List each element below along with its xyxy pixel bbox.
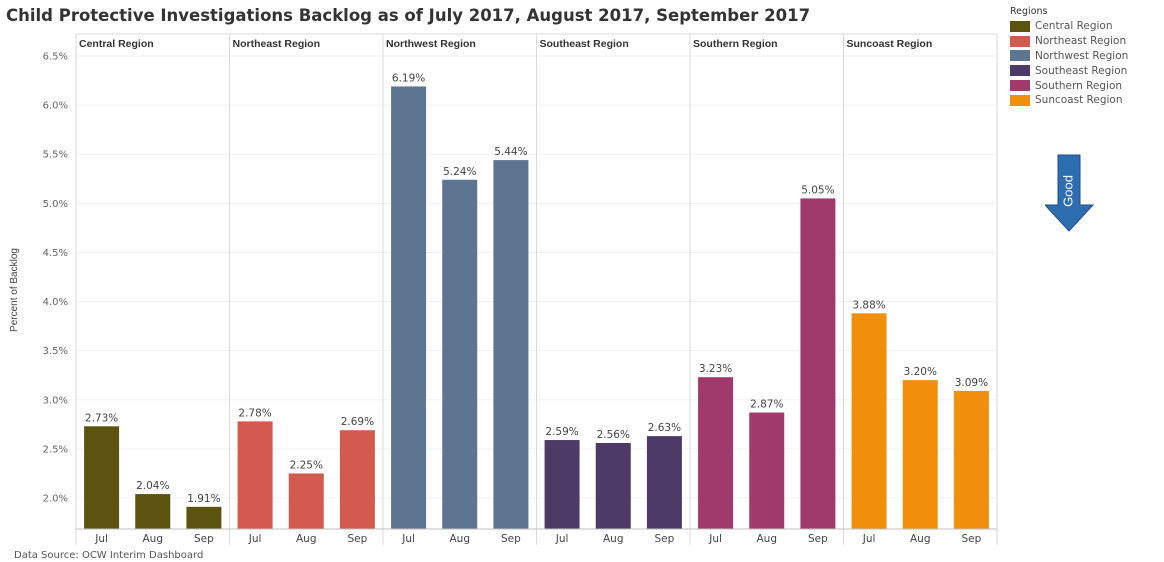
y-tick-label: 5.0% bbox=[43, 199, 68, 210]
data-label: 5.24% bbox=[443, 166, 476, 178]
legend-item: Southeast Region bbox=[1010, 63, 1128, 78]
bar-chart: 2.0% 2.5% 3.0% 3.5% 4.0% 4.5% 5.0% 5.5% 6.0% 6.5%… bbox=[9, 33, 998, 545]
legend-label: Southeast Region bbox=[1035, 64, 1128, 77]
x-tick-label: Jul bbox=[248, 533, 262, 545]
panel-header: Northwest Region bbox=[386, 38, 476, 50]
legend-label: Southern Region bbox=[1035, 79, 1123, 92]
panel-header: Central Region bbox=[79, 38, 154, 50]
x-tick-label: Jul bbox=[555, 533, 569, 545]
x-tick-label: Sep bbox=[808, 533, 828, 545]
legend-swatch bbox=[1010, 94, 1030, 106]
good-label: Good bbox=[1060, 175, 1075, 207]
bar bbox=[442, 179, 478, 529]
legend-item: Southern Region bbox=[1010, 78, 1128, 93]
data-source: Data Source: OCW Interim Dashboard bbox=[14, 550, 204, 561]
x-tick-label: Sep bbox=[348, 533, 368, 545]
bar bbox=[186, 506, 222, 529]
legend-swatch bbox=[1010, 20, 1030, 32]
x-tick-label: Sep bbox=[501, 533, 521, 545]
bar bbox=[953, 390, 989, 529]
data-label: 1.91% bbox=[187, 493, 220, 505]
legend-label: Northeast Region bbox=[1035, 35, 1127, 48]
y-tick-label: 5.5% bbox=[43, 150, 68, 161]
x-tick-label: Sep bbox=[655, 533, 675, 545]
x-tick-label: Sep bbox=[962, 533, 982, 545]
legend-swatch bbox=[1010, 65, 1030, 77]
chart-title: Child Protective Investigations Backlog … bbox=[6, 6, 811, 25]
y-tick-label: 6.0% bbox=[43, 101, 68, 112]
data-label: 2.69% bbox=[341, 416, 374, 428]
data-label: 2.87% bbox=[750, 399, 783, 411]
y-tick-label: 4.5% bbox=[43, 248, 68, 259]
bar bbox=[698, 377, 734, 529]
bar bbox=[288, 473, 324, 529]
x-tick-label: Jul bbox=[862, 533, 876, 545]
x-tick-label: Aug bbox=[142, 533, 163, 545]
y-tick-label: 3.5% bbox=[43, 346, 68, 357]
x-tick-label: Aug bbox=[756, 533, 777, 545]
x-tick-label: Aug bbox=[910, 533, 931, 545]
bar bbox=[851, 313, 887, 529]
bar bbox=[800, 198, 836, 529]
panel-header: Southern Region bbox=[693, 38, 778, 50]
data-label: 2.59% bbox=[545, 426, 578, 438]
bar bbox=[595, 442, 631, 529]
data-label: 2.56% bbox=[597, 429, 630, 441]
data-label: 2.78% bbox=[238, 407, 271, 419]
x-tick-label: Aug bbox=[603, 533, 624, 545]
legend: Regions Central Region Northeast Region No… bbox=[1010, 6, 1128, 108]
y-tick-label: 3.0% bbox=[43, 395, 68, 406]
legend-label: Suncoast Region bbox=[1035, 94, 1123, 107]
bar bbox=[493, 160, 529, 530]
legend-item: Northwest Region bbox=[1010, 49, 1128, 64]
panel-header: Southeast Region bbox=[540, 38, 629, 50]
bar bbox=[391, 86, 427, 530]
data-label: 6.19% bbox=[392, 72, 425, 84]
legend-label: Central Region bbox=[1035, 20, 1113, 33]
x-tick-label: Aug bbox=[449, 533, 470, 545]
data-label: 3.20% bbox=[904, 366, 937, 378]
x-tick-label: Jul bbox=[401, 533, 415, 545]
legend-swatch bbox=[1010, 35, 1030, 47]
bar bbox=[135, 494, 171, 529]
legend-item: Suncoast Region bbox=[1010, 93, 1128, 108]
data-label: 2.25% bbox=[290, 459, 323, 471]
panel-header: Northeast Region bbox=[233, 38, 321, 50]
x-tick-label: Sep bbox=[194, 533, 214, 545]
bar bbox=[339, 430, 375, 529]
x-tick-label: Jul bbox=[708, 533, 722, 545]
y-tick-label: 6.5% bbox=[43, 52, 68, 63]
data-label: 5.05% bbox=[801, 184, 834, 196]
x-tick-label: Aug bbox=[296, 533, 317, 545]
legend-swatch bbox=[1010, 80, 1030, 92]
y-axis-label: Percent of Backlog bbox=[9, 248, 20, 332]
down-arrow-icon: Good bbox=[1045, 154, 1095, 232]
legend-items: Central Region Northeast Region Northwest … bbox=[1010, 19, 1128, 108]
legend-item: Northeast Region bbox=[1010, 34, 1128, 49]
bar bbox=[544, 440, 580, 529]
bar bbox=[237, 421, 273, 529]
bar bbox=[84, 426, 120, 529]
y-tick-label: 2.0% bbox=[43, 494, 68, 505]
legend-item: Central Region bbox=[1010, 19, 1128, 34]
x-tick-label: Jul bbox=[94, 533, 108, 545]
data-label: 2.63% bbox=[648, 422, 681, 434]
legend-swatch bbox=[1010, 50, 1030, 62]
data-label: 3.09% bbox=[955, 377, 988, 389]
bar bbox=[902, 380, 938, 529]
y-tick-label: 2.5% bbox=[43, 444, 68, 455]
data-label: 2.73% bbox=[85, 412, 118, 424]
legend-title: Regions bbox=[1010, 6, 1048, 17]
data-label: 3.23% bbox=[699, 363, 732, 375]
data-label: 3.88% bbox=[852, 299, 885, 311]
legend-label: Northwest Region bbox=[1035, 49, 1129, 62]
panel-header: Suncoast Region bbox=[847, 38, 933, 50]
data-label: 2.04% bbox=[136, 480, 169, 492]
arrow-shape bbox=[1045, 154, 1095, 232]
bar bbox=[646, 436, 682, 529]
data-label: 5.44% bbox=[494, 146, 527, 158]
bar bbox=[749, 412, 785, 529]
y-tick-label: 4.0% bbox=[43, 297, 68, 308]
